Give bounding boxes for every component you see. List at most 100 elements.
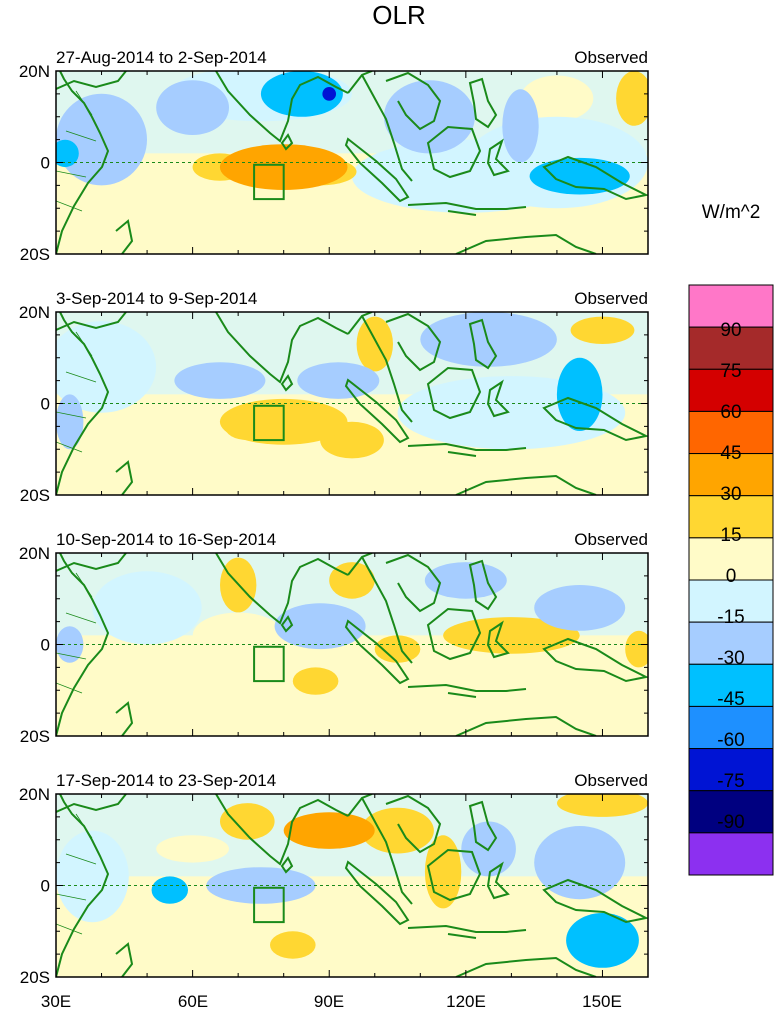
anomaly-patch — [56, 394, 84, 450]
y-tick-label: 20S — [20, 486, 50, 505]
figure-title: OLR — [372, 0, 425, 30]
colorbar-box — [688, 495, 774, 539]
anomaly-patch — [361, 807, 434, 854]
panel-field — [56, 71, 648, 254]
map-panel: 20N 0 20S 3-Sep-2014 to 9-Sep-2014 Observed — [19, 289, 649, 505]
colorbar-box — [688, 410, 774, 455]
colorbar-label: -90 — [717, 812, 744, 833]
anomaly-patch — [322, 87, 337, 101]
panel-observed-label: Observed — [574, 48, 648, 67]
panel-observed-label: Observed — [574, 771, 648, 790]
region-box — [253, 163, 285, 201]
panel-date-range: 17-Sep-2014 to 23-Sep-2014 — [56, 771, 276, 790]
colorbar-box — [688, 663, 774, 707]
region-box — [253, 886, 285, 924]
region-box — [253, 645, 285, 683]
region-box — [253, 404, 285, 442]
y-tick-label: 0 — [41, 636, 50, 655]
y-tick-label: 20N — [19, 62, 50, 81]
x-tick-label: 30E — [41, 992, 71, 1011]
colorbar: W/m^2 90 75 60 45 30 15 0 -15 -30 -45 -6… — [688, 202, 774, 876]
anomaly-patch — [529, 157, 630, 195]
anomaly-patch — [534, 585, 626, 631]
anomaly-patch — [534, 826, 626, 900]
panels-group: 20N 0 20S 27-Aug-2014 to 2-Sep-2014 Observed… — [19, 48, 649, 987]
anomaly-patch — [520, 75, 594, 122]
colorbar-box — [688, 832, 774, 876]
x-tick-label: 120E — [446, 992, 486, 1011]
colorbar-label: -45 — [717, 689, 744, 710]
colorbar-label: 75 — [720, 361, 741, 382]
anomaly-patch — [283, 812, 375, 849]
colorbar-labels: 90 75 60 45 30 15 0 -15 -30 -45 -60 -75 … — [717, 320, 744, 833]
anomaly-patch — [502, 89, 539, 163]
panel-field — [56, 312, 648, 495]
map-panel: 20N 0 20S 10-Sep-2014 to 16-Sep-2014 Observe… — [19, 530, 649, 746]
colorbar-label: 30 — [720, 484, 741, 505]
anomaly-patch — [78, 444, 489, 495]
anomaly-patch — [174, 362, 266, 399]
colorbar-box — [688, 284, 774, 328]
y-tick-label: 0 — [41, 395, 50, 414]
anomaly-patch — [151, 876, 188, 904]
colorbar-label: 60 — [720, 402, 741, 423]
anomaly-patch — [383, 80, 475, 154]
y-tick-label: 20S — [20, 245, 50, 264]
colorbar-boxes — [688, 284, 774, 876]
colorbar-label: 0 — [726, 566, 737, 587]
colorbar-units: W/m^2 — [702, 202, 761, 223]
anomaly-patch — [92, 571, 202, 645]
colorbar-box — [688, 453, 774, 497]
colorbar-box — [688, 748, 774, 792]
anomaly-patch — [224, 412, 271, 441]
panel-observed-label: Observed — [574, 530, 648, 549]
panel-date-range: 27-Aug-2014 to 2-Sep-2014 — [56, 48, 267, 67]
panel-field — [56, 794, 648, 977]
panel-date-range: 10-Sep-2014 to 16-Sep-2014 — [56, 530, 276, 549]
colorbar-box — [688, 790, 774, 834]
x-tick-label: 60E — [178, 992, 208, 1011]
anomaly-patch — [78, 681, 489, 736]
panel-date-range: 3-Sep-2014 to 9-Sep-2014 — [56, 289, 257, 308]
colorbar-label: -75 — [717, 771, 744, 792]
x-tick-label: 150E — [582, 992, 622, 1011]
anomaly-patch — [570, 316, 635, 344]
anomaly-patch — [274, 603, 366, 650]
colorbar-label: 45 — [720, 443, 741, 464]
anomaly-patch — [374, 635, 421, 663]
anomaly-patch — [292, 667, 339, 695]
colorbar-label: -60 — [717, 730, 744, 751]
colorbar-box — [688, 368, 774, 412]
x-axis: 30E 60E 90E 120E 150E — [41, 992, 622, 1011]
anomaly-patch — [616, 71, 648, 126]
anomaly-patch — [557, 794, 648, 817]
y-tick-label: 20N — [19, 544, 50, 563]
anomaly-patch — [56, 830, 129, 923]
anomaly-patch — [556, 357, 603, 431]
y-tick-label: 20N — [19, 785, 50, 804]
anomaly-patch — [424, 562, 507, 599]
anomaly-patch — [566, 913, 639, 968]
y-tick-label: 0 — [41, 877, 50, 896]
anomaly-patch — [56, 321, 157, 413]
y-tick-label: 0 — [41, 154, 50, 173]
anomaly-patch — [220, 803, 275, 840]
colorbar-box — [688, 705, 774, 750]
colorbar-label: -15 — [717, 607, 744, 628]
anomaly-patch — [192, 612, 284, 659]
anomaly-patch — [156, 80, 229, 135]
anomaly-patch — [625, 630, 648, 668]
anomaly-patch — [56, 139, 79, 168]
panel-field — [56, 553, 648, 736]
colorbar-label: -30 — [717, 648, 744, 669]
map-panel: 20N 0 20S 27-Aug-2014 to 2-Sep-2014 Observed — [19, 48, 649, 264]
anomaly-patch — [297, 362, 380, 399]
anomaly-patch — [420, 312, 557, 367]
y-tick-label: 20S — [20, 727, 50, 746]
panel-observed-label: Observed — [574, 289, 648, 308]
colorbar-box — [688, 537, 774, 581]
anomaly-patch — [260, 71, 343, 117]
colorbar-box — [688, 621, 774, 665]
anomaly-patch — [156, 835, 229, 863]
y-tick-label: 20S — [20, 968, 50, 987]
